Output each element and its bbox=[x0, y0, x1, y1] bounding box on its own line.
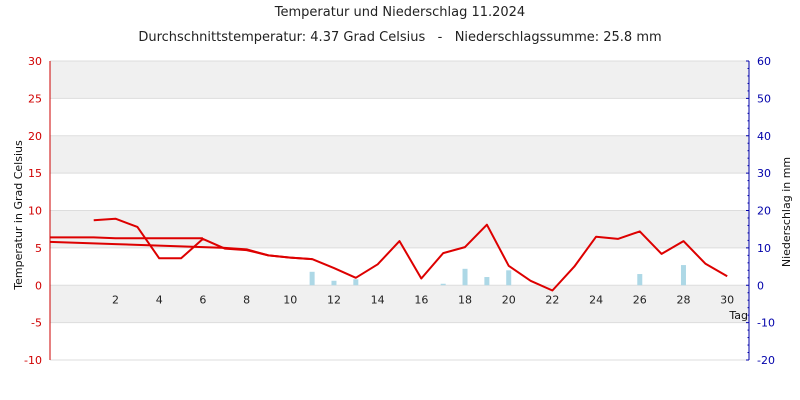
x-tick-label: 20 bbox=[502, 293, 516, 306]
precipitation-bars bbox=[309, 265, 686, 286]
x-tick-label: 16 bbox=[414, 293, 428, 306]
chart-subtitle: Durchschnittstemperatur: 4.37 Grad Celsi… bbox=[138, 30, 661, 45]
x-tick-label: 14 bbox=[371, 293, 385, 306]
precipitation-bar bbox=[309, 271, 315, 286]
y-left-tick-label: 0 bbox=[35, 279, 42, 292]
y-right-tick-label: 0 bbox=[757, 279, 764, 292]
precipitation-bar bbox=[353, 279, 359, 286]
band-shade bbox=[50, 61, 749, 99]
y-right-tick-label: 30 bbox=[757, 167, 771, 180]
band-shade bbox=[50, 285, 749, 323]
x-axis-title: Tag bbox=[728, 309, 748, 322]
x-tick-label: 2 bbox=[112, 293, 119, 306]
temperature-line bbox=[49, 240, 313, 261]
temperature-lines bbox=[49, 217, 728, 292]
y-left-tick-label: -5 bbox=[31, 317, 42, 330]
y-right-tick-label: 20 bbox=[757, 205, 771, 218]
x-tick-label: 8 bbox=[243, 293, 250, 306]
y-right-tick-label: 60 bbox=[757, 55, 771, 68]
y-left-tick-label: 25 bbox=[28, 92, 42, 105]
y-right-tick-label: -20 bbox=[757, 354, 775, 367]
band-shade bbox=[50, 135, 749, 174]
y-left-axis-title: Temperatur in Grad Celsius bbox=[12, 140, 25, 291]
y-right-tick-label: 10 bbox=[757, 242, 771, 255]
x-tick-label: 30 bbox=[720, 293, 734, 306]
precipitation-bar bbox=[462, 268, 468, 286]
temperature-line bbox=[50, 236, 203, 240]
precipitation-bar bbox=[440, 283, 446, 286]
precipitation-bar bbox=[331, 280, 337, 286]
y-right-axis-title: Niederschlag in mm bbox=[780, 157, 793, 267]
y-left-tick-label: 15 bbox=[28, 167, 42, 180]
x-tick-label: 22 bbox=[545, 293, 559, 306]
y-right-tick-label: -10 bbox=[757, 317, 775, 330]
gridlines bbox=[50, 60, 749, 361]
x-tick-label: 24 bbox=[589, 293, 603, 306]
x-tick-label: 6 bbox=[199, 293, 206, 306]
y-left-tick-label: 30 bbox=[28, 55, 42, 68]
x-tick-label: 10 bbox=[283, 293, 297, 306]
x-tick-label: 26 bbox=[633, 293, 647, 306]
precipitation-bar bbox=[506, 270, 512, 286]
axes bbox=[49, 60, 750, 361]
temperature-line bbox=[93, 217, 728, 292]
x-tick-label: 28 bbox=[676, 293, 690, 306]
y-left-tick-label: 20 bbox=[28, 130, 42, 143]
background-bands bbox=[50, 61, 749, 323]
y-left-tick-label: -10 bbox=[24, 354, 42, 367]
y-right-tick-label: 40 bbox=[757, 130, 771, 143]
x-tick-label: 4 bbox=[156, 293, 163, 306]
x-tick-label: 12 bbox=[327, 293, 341, 306]
precipitation-bar bbox=[637, 274, 643, 286]
chart-title: Temperatur und Niederschlag 11.2024 bbox=[274, 5, 525, 20]
precipitation-bar bbox=[680, 265, 686, 286]
y-left-tick-label: 5 bbox=[35, 242, 42, 255]
y-right-tick-label: 50 bbox=[757, 92, 771, 105]
x-tick-label: 18 bbox=[458, 293, 472, 306]
precipitation-bar bbox=[484, 277, 490, 286]
y-left-tick-label: 10 bbox=[28, 205, 42, 218]
